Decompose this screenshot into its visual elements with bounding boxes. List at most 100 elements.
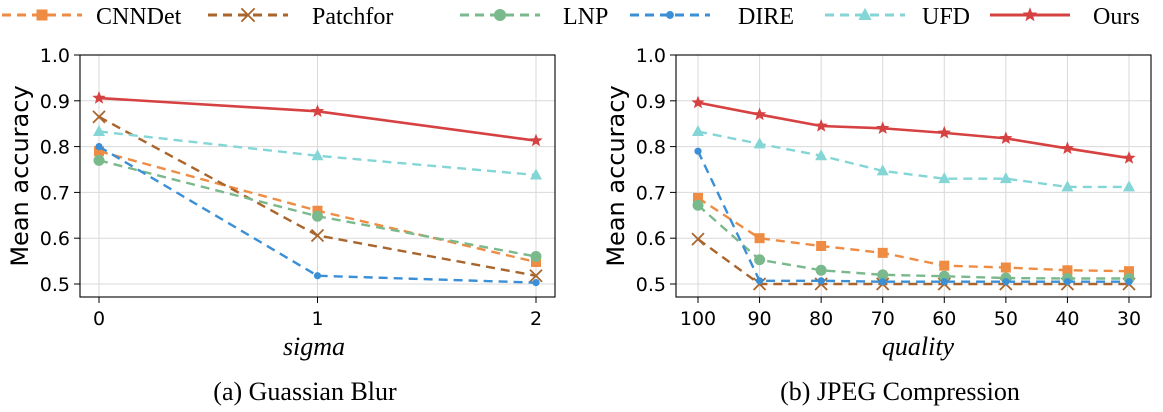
y-tick-label: 0.7 [636, 182, 666, 204]
point-ours-1 [310, 104, 325, 117]
point-ufd-90 [753, 137, 766, 149]
series-line-dire [696, 150, 1129, 283]
series-line-ufd [98, 130, 537, 177]
point-patchfor-1-stroke-b [310, 228, 325, 243]
y-axis-label: Mean accuracy [6, 85, 34, 266]
point-ufd-30 [1123, 180, 1135, 192]
legend-marker-dire [666, 11, 674, 19]
legend-item-patchfor: Patchfor [208, 4, 393, 30]
legend-item-lnp: LNP [460, 4, 608, 30]
x-tick-label: 90 [747, 308, 771, 330]
point-ours-0 [92, 91, 106, 104]
x-tick-label: 80 [809, 308, 833, 330]
point-ours-60 [937, 125, 951, 139]
point-ufd-70 [876, 164, 889, 176]
point-cnndet-40 [1062, 265, 1073, 276]
point-patchfor-0-stroke-b [92, 110, 106, 124]
y-axis-label: Mean accuracy [602, 85, 630, 266]
point-ours-2 [529, 133, 543, 147]
point-dire-60 [940, 278, 948, 286]
chart-caption: (b) JPEG Compression [780, 377, 1020, 406]
y-tick-label: 0.9 [40, 91, 70, 113]
y-tick-label: 0.6 [40, 228, 70, 250]
y-tick-label: 0.7 [40, 182, 70, 204]
legend-marker-patchfor-stroke-b [240, 7, 256, 23]
x-tick-label: 60 [932, 308, 956, 330]
y-tick-label: 0.8 [636, 137, 666, 159]
point-ufd-100 [692, 124, 704, 136]
chart-caption: (a) Guassian Blur [213, 377, 397, 406]
series-line-ours [697, 101, 1130, 160]
point-lnp-70 [877, 269, 889, 281]
plot-frame [79, 54, 556, 298]
point-patchfor-100-stroke-b [691, 232, 705, 246]
legend-label-ours: Ours [1093, 4, 1140, 30]
point-cnndet-70 [877, 247, 888, 258]
point-cnndet-60 [939, 260, 950, 271]
point-dire-70 [879, 278, 887, 286]
point-lnp-80 [815, 264, 827, 276]
y-tick-label: 1.0 [40, 45, 70, 67]
legend-marker-patchfor [240, 7, 256, 23]
legend-marker-ufd [858, 7, 872, 20]
point-ufd-50 [999, 172, 1012, 184]
legend-item-ufd: UFD [825, 4, 970, 30]
point-patchfor-1 [310, 228, 325, 243]
series-line-ufd [697, 130, 1129, 189]
point-ours-40 [1060, 141, 1075, 155]
legend-item-ours: Ours [990, 4, 1140, 30]
point-patchfor-0 [92, 110, 106, 124]
x-tick-label: 100 [680, 308, 716, 330]
y-tick-label: 0.5 [636, 274, 666, 296]
point-dire-40 [1063, 278, 1072, 286]
point-lnp-90 [754, 254, 766, 266]
point-cnndet-100 [693, 192, 703, 203]
series-ufd [692, 124, 1135, 192]
point-cnndet-30 [1124, 266, 1134, 277]
legend: CNNDet Patchfor LNP DIRE UFD Ours [2, 4, 1140, 30]
y-tick-label: 0.5 [40, 274, 70, 296]
x-tick-label: 40 [1055, 308, 1079, 330]
x-axis-label: quality [882, 332, 955, 361]
point-lnp-60 [938, 270, 950, 282]
y-tick-label: 1.0 [636, 45, 666, 67]
point-lnp-1 [312, 210, 323, 222]
point-ufd-80 [815, 149, 828, 161]
series-dire [95, 143, 540, 287]
legend-label-lnp: LNP [563, 4, 608, 30]
point-ours-100 [691, 95, 705, 109]
series-ours [92, 91, 543, 147]
point-dire-2 [532, 279, 540, 287]
point-ufd-2 [530, 168, 542, 180]
series-line-cnndet [697, 196, 1130, 273]
point-cnndet-90 [754, 233, 765, 244]
series-cnndet [693, 192, 1134, 277]
point-ufd-40 [1061, 180, 1074, 192]
point-cnndet-50 [1000, 262, 1011, 273]
legend-label-dire: DIRE [738, 4, 794, 30]
legend-marker-lnp [493, 8, 507, 22]
point-ours-90 [752, 107, 767, 121]
point-lnp-0 [93, 154, 105, 166]
x-tick-label: 30 [1117, 308, 1141, 330]
x-axis-label: sigma [283, 332, 345, 361]
y-tick-label: 0.6 [636, 228, 666, 250]
point-dire-50 [1002, 278, 1010, 286]
legend-label-ufd: UFD [922, 4, 970, 30]
point-dire-30 [1125, 278, 1133, 286]
point-lnp-100 [692, 199, 704, 211]
plot-frame [675, 54, 1152, 298]
point-ours-80 [814, 118, 828, 132]
point-cnndet-0 [94, 146, 104, 157]
series-ufd [93, 124, 542, 180]
point-dire-90 [755, 277, 764, 285]
point-patchfor-100 [691, 232, 705, 246]
series-lnp [93, 154, 542, 263]
x-tick-label: 50 [994, 308, 1018, 330]
series-line-patchfor [697, 238, 1129, 286]
point-dire-80 [817, 277, 825, 285]
legend-marker-ours [1022, 7, 1038, 22]
point-patchfor-2-stroke-b [529, 269, 543, 283]
legend-item-dire: DIRE [630, 4, 794, 30]
